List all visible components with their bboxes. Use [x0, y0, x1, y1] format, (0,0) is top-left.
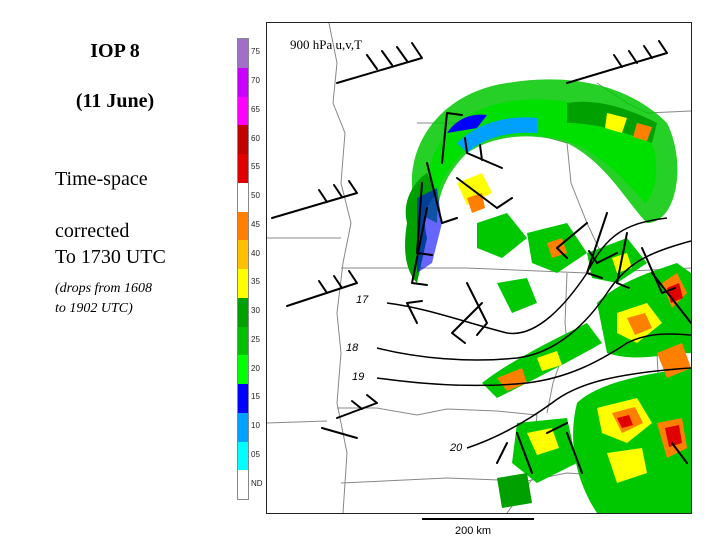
colorbar-segment [238, 67, 248, 97]
colorbar-segment [238, 182, 248, 212]
drops-note-line-2: to 1902 UTC) [55, 301, 133, 316]
isotherm-label-20: 20 [450, 442, 463, 454]
colorbar-segment [238, 470, 248, 500]
radar-echoes [405, 79, 691, 513]
isotherm-label-18: 18 [346, 342, 359, 354]
wind-barbs [271, 40, 691, 474]
colorbar-segment [238, 269, 248, 298]
drops-note-line-1: (drops from 1608 [55, 281, 152, 296]
colorbar-label: 60 [251, 133, 260, 143]
colorbar-segment [238, 125, 248, 155]
colorbar-segment [238, 441, 248, 471]
isotherms [376, 217, 691, 449]
colorbar-segment [238, 154, 248, 183]
colorbar-segment [238, 297, 248, 327]
radar-map [266, 22, 692, 514]
colorbar-label: 40 [251, 248, 260, 258]
colorbar-segment [238, 326, 248, 356]
note-line-3: To 1730 UTC [55, 246, 166, 268]
colorbar-label: 65 [251, 104, 260, 114]
colorbar-label: 10 [251, 421, 260, 431]
colorbar-label: ND [251, 478, 263, 488]
colorbar-segment [238, 96, 248, 126]
colorbar-segment [238, 384, 248, 413]
colorbar-segment [238, 240, 248, 270]
colorbar-label: 20 [251, 363, 260, 373]
colorbar-label: 55 [251, 162, 260, 172]
note-line-2: corrected [55, 220, 130, 242]
colorbar-segment [238, 39, 248, 68]
note-line-1: Time-space [55, 168, 148, 190]
scale-bar [422, 518, 534, 520]
colorbar-segment [238, 355, 248, 385]
colorbar-segment [238, 211, 248, 241]
colorbar-label: 45 [251, 219, 260, 229]
map-canvas [267, 23, 691, 513]
colorbar-label: 25 [251, 334, 260, 344]
colorbar-label: 75 [251, 47, 260, 57]
colorbar-label: 05 [251, 449, 260, 459]
isotherm-label-19: 19 [352, 371, 365, 383]
title: IOP 8 [90, 40, 140, 62]
reflectivity-colorbar [237, 38, 249, 500]
colorbar-label: 15 [251, 392, 260, 402]
colorbar-segment [238, 412, 248, 442]
colorbar-label: 50 [251, 191, 260, 201]
map-title: 900 hPa u,v,T [290, 37, 363, 52]
colorbar-label: 30 [251, 306, 260, 316]
colorbar-label: 35 [251, 277, 260, 287]
isotherm-label-17: 17 [356, 294, 369, 306]
colorbar-label: 70 [251, 76, 260, 86]
scale-label: 200 km [455, 525, 492, 537]
date-label: (11 June) [75, 90, 155, 112]
